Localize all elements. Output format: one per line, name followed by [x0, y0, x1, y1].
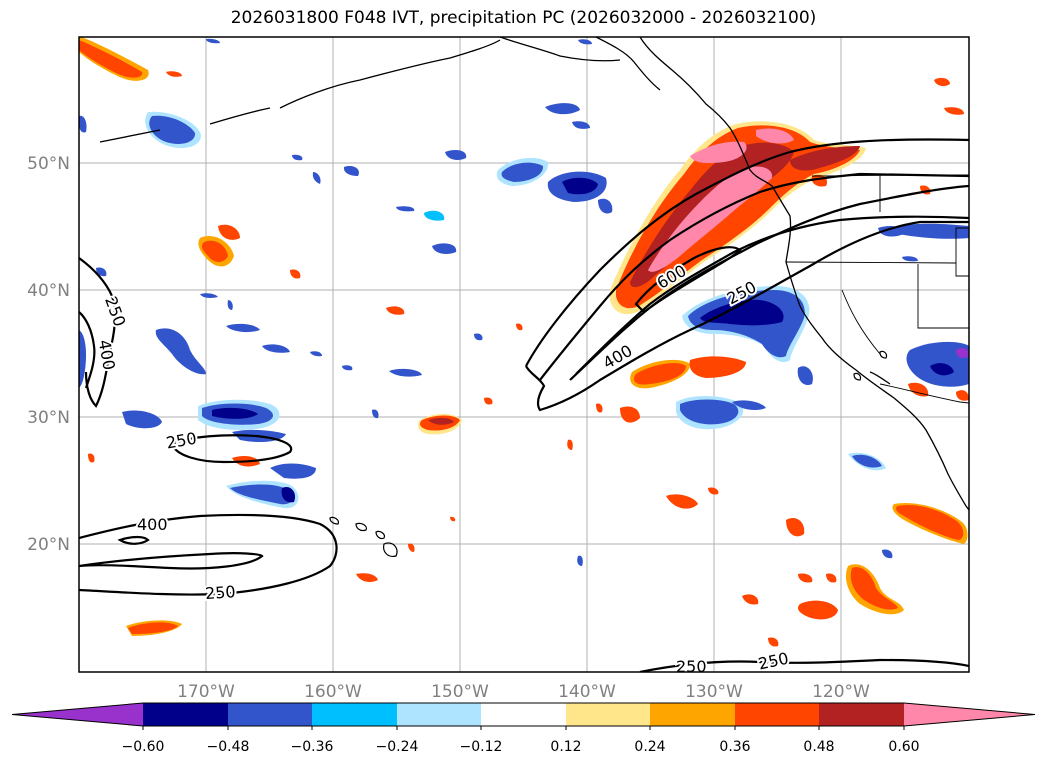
- lon-label-160w: 160°W: [304, 682, 362, 702]
- lat-label-30n: 30°N: [27, 408, 70, 428]
- cb-tick-label-5: −0.12: [460, 739, 503, 755]
- latitude-labels: 50°N 40°N 30°N 20°N: [27, 154, 70, 555]
- colorbar: [11, 702, 1036, 730]
- political-borders: [785, 174, 969, 404]
- contour-label-400-south: 400: [137, 515, 168, 534]
- contour-label-250-bottom-1: 250: [676, 657, 707, 676]
- lat-label-20n: 20°N: [27, 535, 70, 555]
- colorbar-segment: [397, 703, 481, 726]
- cb-tick-label-6: 0.12: [550, 739, 581, 755]
- colorbar-segment: [143, 703, 228, 726]
- ivt-contours: [79, 138, 969, 672]
- lon-label-170w: 170°W: [177, 682, 235, 702]
- colorbar-segment: [650, 703, 735, 726]
- colorbar-extend-min: [12, 703, 143, 726]
- colorbar-segment: [481, 703, 566, 726]
- colorbar-segment: [735, 703, 819, 726]
- longitude-labels: 170°W 160°W 150°W 140°W 130°W 120°W: [177, 682, 870, 702]
- precip-positive-areas: [79, 37, 969, 647]
- colorbar-extend-max: [904, 703, 1035, 726]
- lat-label-50n: 50°N: [27, 154, 70, 174]
- cb-tick-label-8: 0.36: [719, 739, 750, 755]
- lon-label-120w: 120°W: [812, 682, 870, 702]
- cb-tick-label-9: 0.48: [803, 739, 834, 755]
- colorbar-segment: [228, 703, 312, 726]
- cb-tick-label-3: −0.36: [291, 739, 334, 755]
- colorbar-segment: [312, 703, 397, 726]
- cb-tick-label-7: 0.24: [634, 739, 665, 755]
- lat-label-40n: 40°N: [27, 281, 70, 301]
- map-title: 2026031800 F048 IVT, precipitation PC (2…: [230, 8, 817, 28]
- lon-label-150w: 150°W: [431, 682, 489, 702]
- colorbar-segment: [819, 703, 904, 726]
- lon-label-140w: 140°W: [558, 682, 616, 702]
- contour-label-250-south: 250: [204, 582, 236, 603]
- colorbar-segment: [566, 703, 650, 726]
- cb-tick-label-10: 0.60: [888, 739, 919, 755]
- colorbar-tick-labels: −0.60 −0.48 −0.36 −0.24 −0.12 0.12 0.24 …: [122, 739, 920, 755]
- cb-tick-label-2: −0.48: [207, 739, 250, 755]
- lon-label-130w: 130°W: [685, 682, 743, 702]
- precip-negative-areas: [79, 38, 969, 566]
- islands: [329, 350, 888, 557]
- map-frame: [78, 36, 970, 673]
- cb-tick-label-1: −0.60: [122, 739, 165, 755]
- cb-tick-label-4: −0.24: [376, 739, 419, 755]
